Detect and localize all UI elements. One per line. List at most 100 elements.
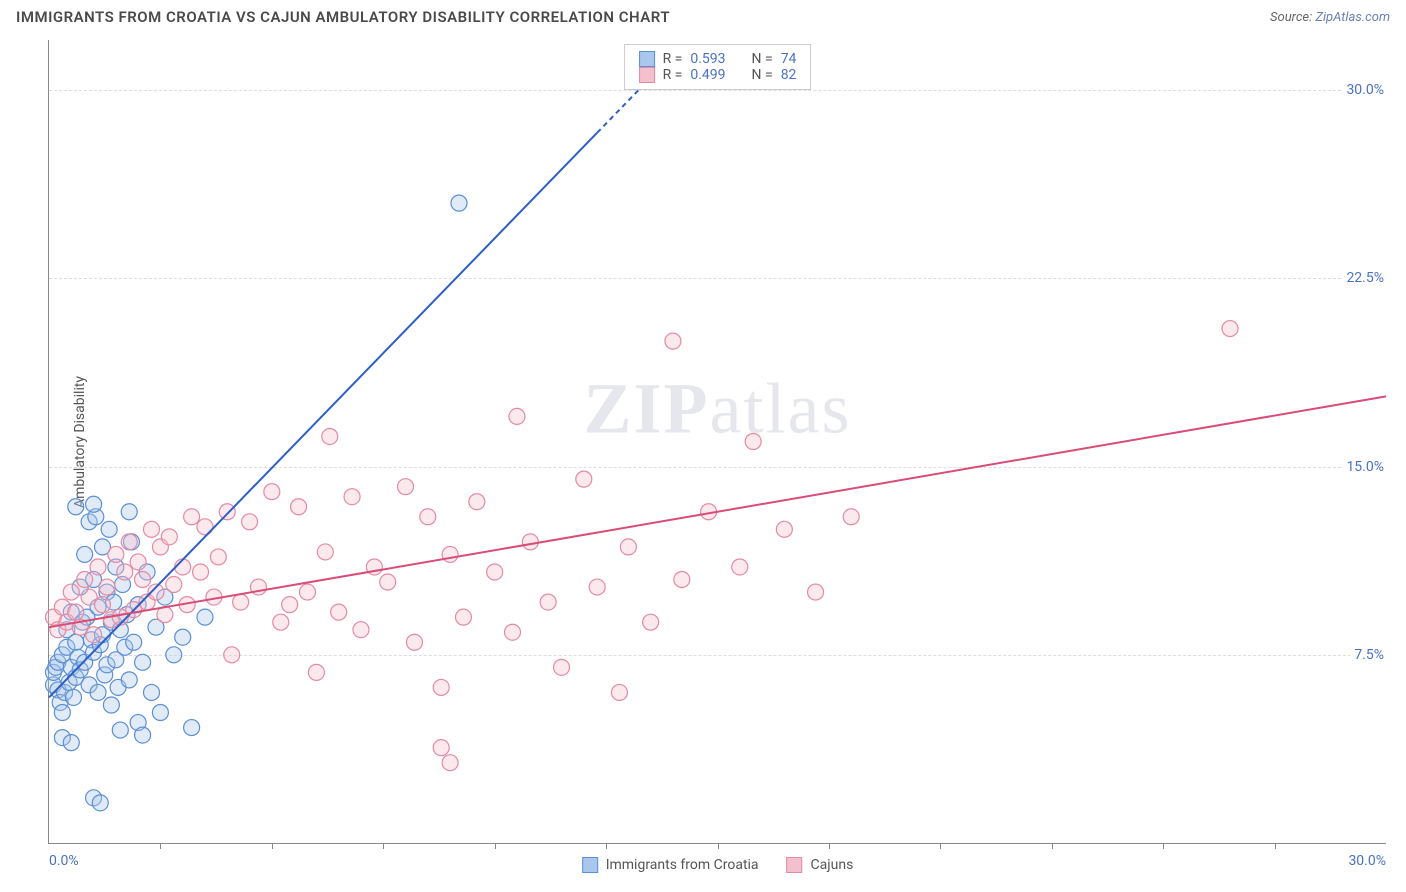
chart-area: Ambulatory Disability ZIPatlas R =0.593N… xyxy=(48,40,1386,844)
data-point xyxy=(554,659,570,675)
data-point xyxy=(264,484,280,500)
data-point xyxy=(1222,321,1238,337)
data-point xyxy=(242,514,258,530)
data-point xyxy=(219,504,235,520)
source-label: Source: ZipAtlas.com xyxy=(1270,10,1390,25)
x-tick-mark xyxy=(272,843,273,849)
legend-swatch xyxy=(639,51,655,67)
data-point xyxy=(184,720,200,736)
data-point xyxy=(86,627,102,643)
plot-region: ZIPatlas R =0.593N =74R =0.499N =82 0.0%… xyxy=(48,40,1386,844)
data-point xyxy=(54,705,70,721)
data-point xyxy=(331,604,347,620)
data-point xyxy=(224,647,240,663)
data-point xyxy=(108,546,124,562)
r-value: 0.499 xyxy=(690,67,725,83)
data-point xyxy=(469,494,485,510)
data-point xyxy=(175,629,191,645)
x-tick-mark xyxy=(718,843,719,849)
data-point xyxy=(152,705,168,721)
data-point xyxy=(299,584,315,600)
data-point xyxy=(308,664,324,680)
data-point xyxy=(487,564,503,580)
data-point xyxy=(291,499,307,515)
data-point xyxy=(732,559,748,575)
data-point xyxy=(68,634,84,650)
data-point xyxy=(68,604,84,620)
data-point xyxy=(322,428,338,444)
data-point xyxy=(68,499,84,515)
data-point xyxy=(197,609,213,625)
x-tick-max: 30.0% xyxy=(1348,853,1386,869)
scatter-svg xyxy=(49,40,1386,843)
data-point xyxy=(451,195,467,211)
header: IMMIGRANTS FROM CROATIA VS CAJUN AMBULAT… xyxy=(0,0,1406,30)
data-point xyxy=(620,539,636,555)
data-point xyxy=(63,735,79,751)
legend-row: R =0.499N =82 xyxy=(639,67,797,83)
data-point xyxy=(576,471,592,487)
data-point xyxy=(193,564,209,580)
data-point xyxy=(433,679,449,695)
data-point xyxy=(776,521,792,537)
source-link[interactable]: ZipAtlas.com xyxy=(1315,10,1390,25)
data-point xyxy=(380,574,396,590)
legend-series-name: Cajuns xyxy=(811,857,854,873)
legend-swatch xyxy=(639,67,655,83)
x-tick-mark xyxy=(495,843,496,849)
n-label: N = xyxy=(752,67,773,83)
data-point xyxy=(504,624,520,640)
data-point xyxy=(273,614,289,630)
x-tick-mark xyxy=(1275,843,1276,849)
data-point xyxy=(121,672,137,688)
data-point xyxy=(92,795,108,811)
data-point xyxy=(674,572,690,588)
data-point xyxy=(112,722,128,738)
x-tick-mark xyxy=(606,843,607,849)
data-point xyxy=(66,689,82,705)
data-point xyxy=(166,647,182,663)
data-point xyxy=(843,509,859,525)
data-point xyxy=(808,584,824,600)
data-point xyxy=(442,546,458,562)
data-point xyxy=(406,634,422,650)
data-point xyxy=(86,496,102,512)
data-point xyxy=(540,594,556,610)
data-point xyxy=(126,634,142,650)
data-point xyxy=(442,755,458,771)
data-point xyxy=(135,727,151,743)
data-point xyxy=(63,584,79,600)
x-tick-min: 0.0% xyxy=(49,853,79,869)
data-point xyxy=(210,549,226,565)
data-point xyxy=(135,654,151,670)
x-tick-mark xyxy=(829,843,830,849)
x-tick-mark xyxy=(940,843,941,849)
series-legend: Immigrants from Croatia Cajuns xyxy=(582,857,854,873)
x-tick-mark xyxy=(160,843,161,849)
data-point xyxy=(522,534,538,550)
data-point xyxy=(144,684,160,700)
data-point xyxy=(99,579,115,595)
data-point xyxy=(161,529,177,545)
data-point xyxy=(433,740,449,756)
data-point xyxy=(103,697,119,713)
data-point xyxy=(101,521,117,537)
data-point xyxy=(77,572,93,588)
data-point xyxy=(455,609,471,625)
data-point xyxy=(135,572,151,588)
r-value: 0.593 xyxy=(690,51,725,67)
legend-swatch xyxy=(787,857,803,873)
data-point xyxy=(90,684,106,700)
x-tick-mark xyxy=(1163,843,1164,849)
data-point xyxy=(121,534,137,550)
data-point xyxy=(509,408,525,424)
x-tick-mark xyxy=(1052,843,1053,849)
legend-series-name: Immigrants from Croatia xyxy=(606,857,759,873)
data-point xyxy=(90,559,106,575)
n-value: 82 xyxy=(781,67,797,83)
data-point xyxy=(611,684,627,700)
legend-swatch xyxy=(582,857,598,873)
data-point xyxy=(77,546,93,562)
data-point xyxy=(745,434,761,450)
correlation-legend: R =0.593N =74R =0.499N =82 xyxy=(624,44,812,90)
